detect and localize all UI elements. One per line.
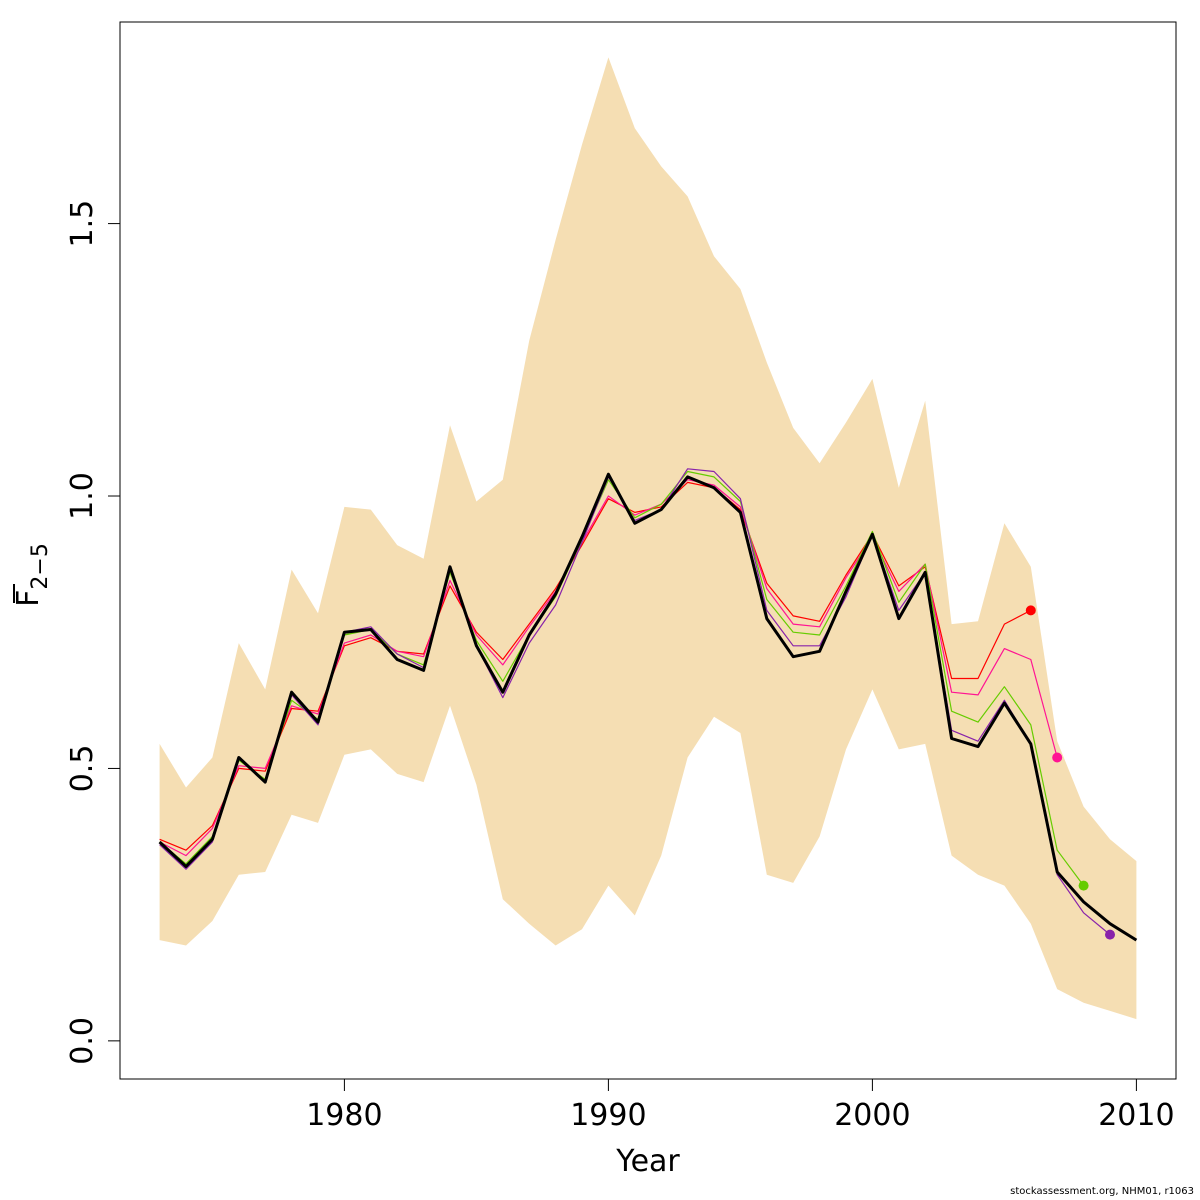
series-line-5 <box>158 472 1138 942</box>
x-tick-label: 1980 <box>306 1098 382 1133</box>
y-tick-label: 0.0 <box>65 1017 100 1065</box>
y-tick-label: 1.5 <box>65 200 100 248</box>
y-axis-title: F2−5 <box>11 543 53 607</box>
series-endpoint-3 <box>1078 880 1089 891</box>
series-endpoint-1 <box>1025 605 1036 616</box>
x-axis: 1980 1990 2000 2010 <box>306 1078 1175 1133</box>
confidence-band-area <box>159 57 1137 1020</box>
confidence-band <box>159 57 1137 1020</box>
y-tick-label: 0.5 <box>65 745 100 793</box>
x-axis-title: Year <box>615 1144 680 1179</box>
series-lines <box>158 468 1138 942</box>
footer-credit: stockassessment.org, NHM01, r1063 <box>1010 1186 1194 1197</box>
series-endpoint-2 <box>1052 752 1063 763</box>
y-axis-title-sub: 2−5 <box>28 543 53 589</box>
x-tick-label: 2000 <box>834 1098 910 1133</box>
series-endpoints <box>1025 605 1115 940</box>
x-tick-label: 1990 <box>570 1098 646 1133</box>
svg-text:F2−5: F2−5 <box>11 543 53 607</box>
y-axis: 0.0 0.5 1.0 1.5 <box>65 200 121 1065</box>
series-endpoint-4 <box>1105 929 1115 940</box>
y-tick-label: 1.0 <box>65 472 100 520</box>
y-axis-title-main: F <box>11 590 46 607</box>
x-tick-label: 2010 <box>1098 1098 1174 1133</box>
